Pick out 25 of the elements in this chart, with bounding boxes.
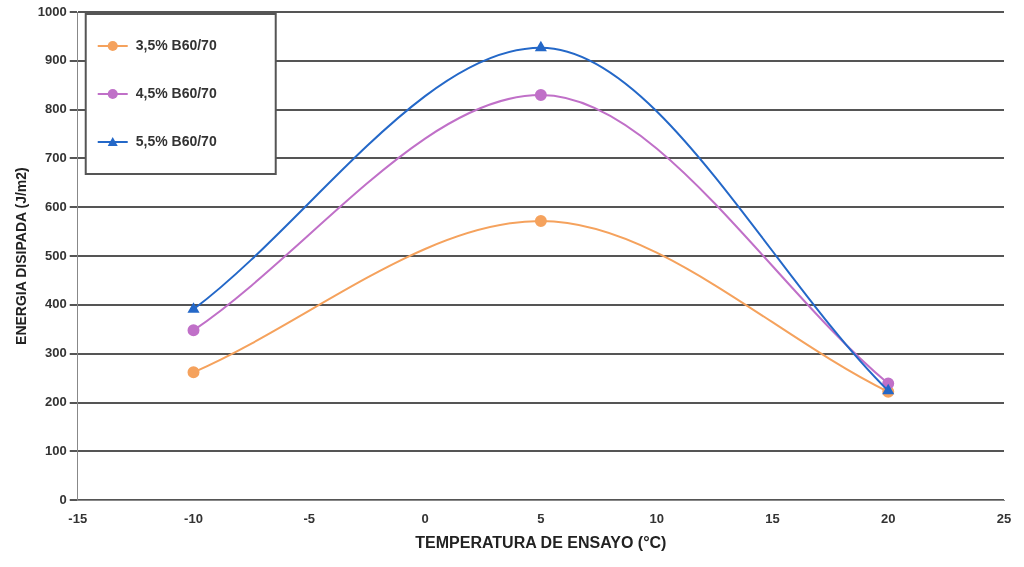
y-axis-title: ENERGIA DISIPADA (J/m2) [13,167,30,345]
x-tick-label: 10 [649,510,664,526]
x-tick-label: 25 [996,510,1012,526]
x-tick-label: 15 [765,510,780,526]
y-tick-label: 1000 [37,3,67,19]
y-tick-label: 100 [45,442,67,458]
x-tick-label: 0 [421,510,429,526]
y-tick-label: 300 [45,345,67,361]
y-tick-label: 0 [59,491,67,507]
x-tick-label: -10 [184,510,203,526]
x-tick-label: -5 [303,510,316,526]
y-tick-label: 200 [45,394,67,410]
x-axis-title: TEMPERATURA DE ENSAYO (°C) [415,533,667,551]
y-tick-label: 600 [45,198,67,214]
y-tick-label: 800 [45,101,67,117]
y-tick-label: 500 [45,247,67,263]
legend-label: 3,5% B60/70 [135,36,217,53]
x-tick-label: 5 [537,510,545,526]
x-tick-label: -15 [68,510,88,526]
legend-label: 5,5% B60/70 [135,132,217,149]
y-tick-label: 700 [45,150,67,166]
x-tick-label: 20 [880,510,896,526]
y-tick-label: 900 [45,52,67,68]
legend-label: 4,5% B60/70 [135,84,217,101]
y-tick-label: 400 [45,296,67,312]
